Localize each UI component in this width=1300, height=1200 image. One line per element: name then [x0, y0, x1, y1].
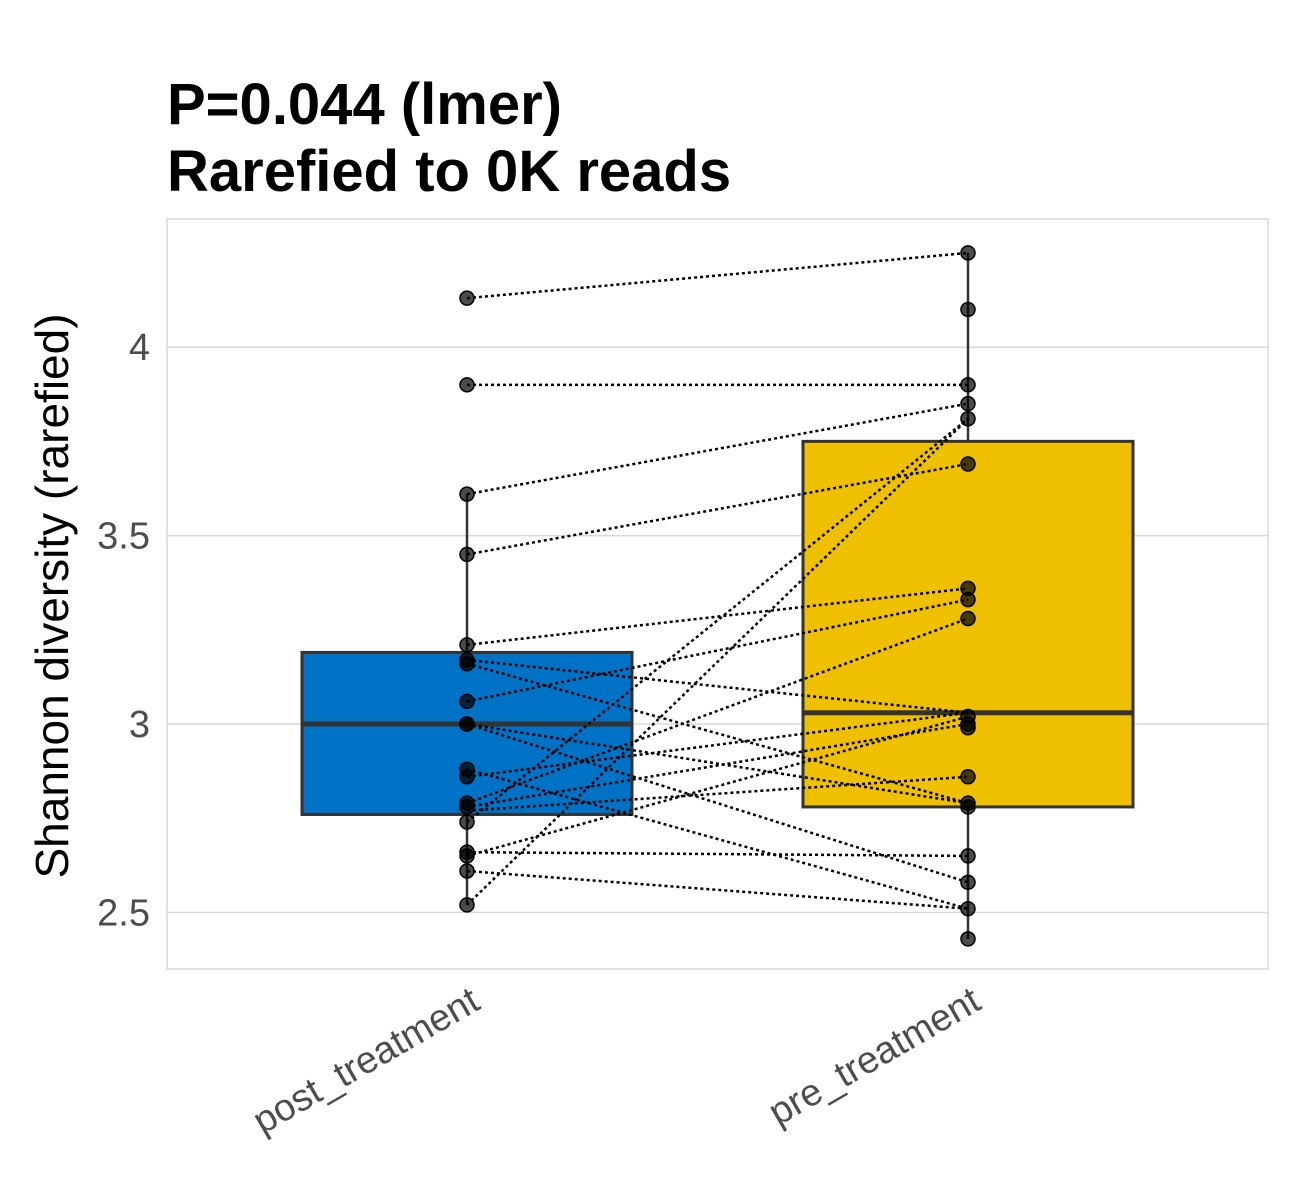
pair-line [466, 587, 969, 647]
data-point [459, 655, 475, 672]
y-tick-label: 3.5 [97, 516, 150, 558]
data-point [459, 637, 475, 653]
chart-title-line-1: P=0.044 (lmer) [167, 72, 562, 137]
data-point [459, 769, 475, 785]
pair-line [466, 850, 969, 858]
x-tick-label: post_treatment [246, 979, 487, 1142]
data-point [459, 863, 475, 879]
pair-line [466, 417, 969, 906]
data-point [960, 799, 976, 815]
data-point [459, 486, 475, 502]
pair-line [466, 722, 969, 809]
y-axis-title: Shannon diversity (rarefied) [26, 313, 78, 878]
data-point [459, 814, 475, 830]
data-point [459, 848, 475, 864]
data-point [960, 456, 976, 472]
pair-line [466, 662, 969, 805]
data-point [459, 546, 475, 563]
data-point [960, 377, 976, 393]
y-tick-label: 2.5 [97, 892, 150, 934]
data-point [960, 720, 976, 736]
y-tick-labels: 2.5 3 3.5 4 [97, 327, 150, 934]
data-point [459, 799, 475, 815]
data-point [459, 290, 475, 306]
data-point [960, 395, 976, 412]
pair-line [466, 402, 969, 496]
data-point [459, 716, 475, 732]
pair-line [466, 617, 969, 805]
data-point [960, 874, 976, 891]
data-point [960, 591, 976, 608]
data-point [459, 897, 475, 913]
pair-line [466, 462, 969, 556]
data-point [960, 848, 976, 864]
data-point [960, 931, 976, 947]
paired-lines [466, 251, 969, 910]
data-point [960, 301, 976, 318]
data-point [960, 900, 976, 917]
data-point [960, 769, 976, 785]
x-tick-label: pre_treatment [762, 979, 988, 1134]
box-layer [300, 252, 1135, 939]
data-point [960, 245, 976, 261]
data-point [459, 377, 475, 393]
pair-line [466, 417, 969, 823]
data-points [459, 245, 976, 947]
pair-line [466, 711, 969, 779]
data-point [960, 410, 976, 427]
chart-title: P=0.044 (lmer) Rarefied to 0K reads [167, 72, 731, 204]
pair-line [466, 869, 969, 910]
data-point [960, 610, 976, 627]
data-point [459, 693, 475, 710]
x-tick-labels: post_treatment pre_treatment [246, 979, 988, 1142]
plot-panel-border [166, 218, 1269, 970]
box-post_treatment [300, 650, 634, 816]
pair-line [466, 715, 969, 858]
pair-line [466, 722, 969, 805]
y-tick-label: 4 [129, 327, 150, 369]
chart-title-line-2: Rarefied to 0K reads [167, 139, 731, 204]
pair-line [466, 251, 969, 300]
pair-line [466, 598, 969, 703]
y-tick-label: 3 [129, 704, 150, 746]
